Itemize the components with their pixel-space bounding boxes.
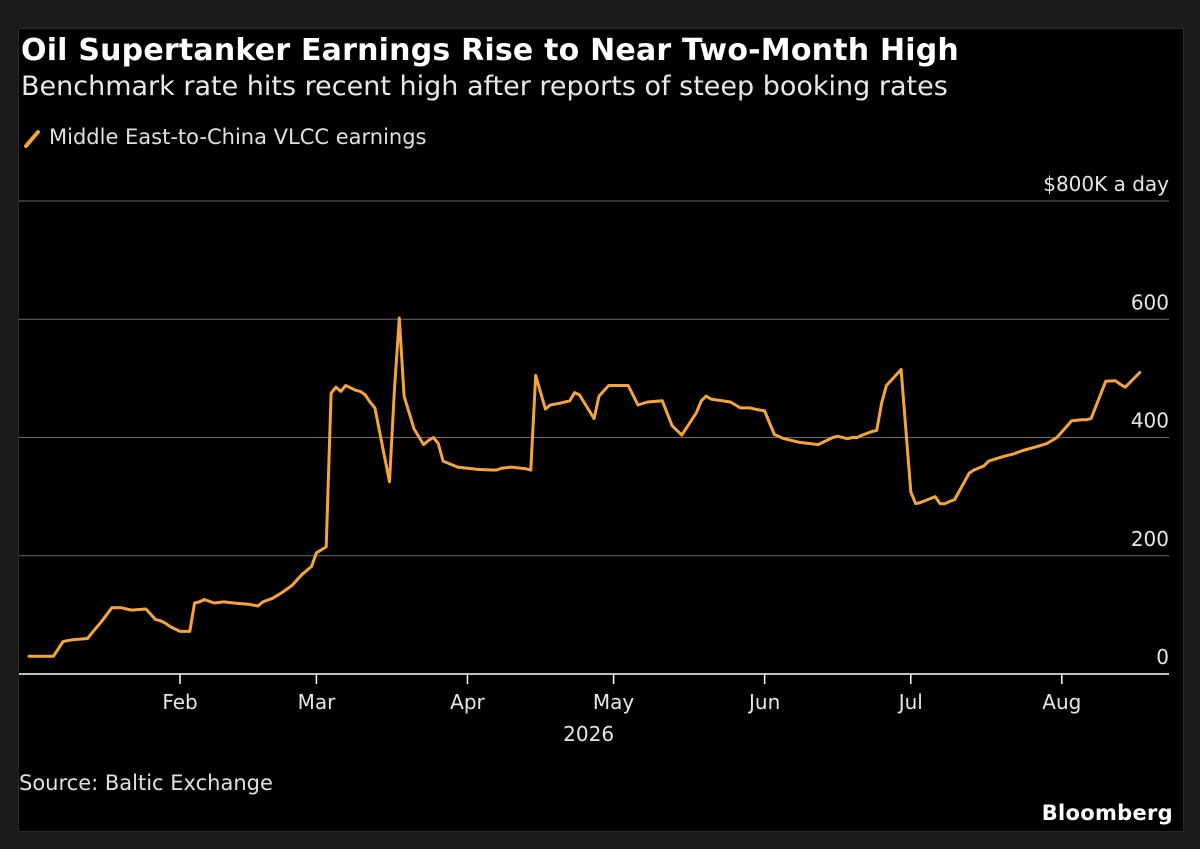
legend-label: Middle East-to-China VLCC earnings [49,125,427,149]
line-chart: 0 200 400 600 $800K a day Feb Mar Apr May Jun Jul A… [19,172,1169,746]
x-tick-label: Jul [897,690,923,714]
chart-subtitle: Benchmark rate hits recent high after re… [21,71,948,102]
y-tick-label: $800K a day [1043,172,1169,196]
chart-card: Oil Supertanker Earnings Rise to Near Tw… [18,28,1184,832]
x-tick-label: May [593,690,635,714]
x-year-label: 2026 [563,722,614,746]
x-tick-label: Mar [298,690,337,714]
y-tick-label: 400 [1131,409,1169,433]
x-tick-label: Jun [747,690,780,714]
source-note: Source: Baltic Exchange [19,771,273,795]
bloomberg-logo: Bloomberg [1041,801,1173,825]
x-tick-label: Aug [1042,690,1081,714]
chart-title: Oil Supertanker Earnings Rise to Near Tw… [21,33,959,68]
x-tick-label: Feb [162,690,197,714]
series-line [27,316,1142,658]
y-tick-label: 600 [1131,290,1169,314]
x-tick-label: Apr [450,690,485,714]
legend-swatch-icon [24,130,40,148]
y-tick-label: 0 [1156,645,1169,669]
y-tick-label: 200 [1131,527,1169,551]
